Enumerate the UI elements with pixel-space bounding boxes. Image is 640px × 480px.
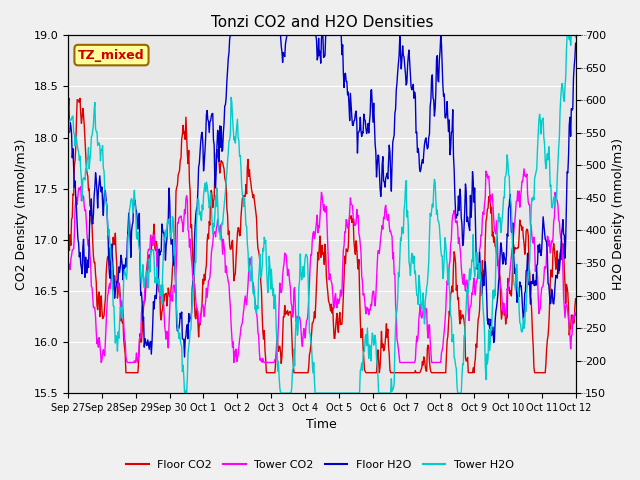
Tower CO2 bbox=[399, 360, 406, 365]
Tower H2O bbox=[125, 207, 133, 213]
Floor H2O bbox=[385, 159, 392, 165]
Tower CO2 bbox=[205, 278, 212, 284]
Tower H2O bbox=[572, 35, 579, 40]
Floor CO2 bbox=[122, 370, 130, 375]
Floor CO2 bbox=[179, 132, 186, 138]
Line: Floor CO2: Floor CO2 bbox=[68, 98, 575, 372]
Tower CO2 bbox=[384, 217, 392, 223]
Tower CO2 bbox=[126, 360, 134, 365]
Tower CO2 bbox=[97, 360, 105, 365]
Tower CO2 bbox=[74, 202, 81, 207]
Text: TZ_mixed: TZ_mixed bbox=[78, 48, 145, 61]
Tower CO2 bbox=[178, 217, 186, 223]
Tower H2O bbox=[205, 195, 212, 201]
Tower H2O bbox=[384, 390, 392, 396]
Floor H2O bbox=[227, 33, 234, 38]
Floor CO2 bbox=[572, 296, 579, 301]
Floor CO2 bbox=[399, 370, 407, 375]
Line: Tower H2O: Tower H2O bbox=[68, 36, 575, 393]
X-axis label: Time: Time bbox=[307, 419, 337, 432]
Y-axis label: H2O Density (mmol/m3): H2O Density (mmol/m3) bbox=[612, 138, 625, 290]
Tower H2O bbox=[64, 133, 72, 139]
Floor CO2 bbox=[74, 97, 81, 103]
Floor CO2 bbox=[385, 343, 392, 349]
Floor H2O bbox=[399, 53, 407, 59]
Tower CO2 bbox=[520, 166, 528, 172]
Floor H2O bbox=[205, 119, 212, 124]
Tower H2O bbox=[177, 341, 185, 347]
Line: Tower CO2: Tower CO2 bbox=[68, 169, 575, 362]
Floor CO2 bbox=[76, 96, 84, 101]
Tower H2O bbox=[399, 228, 406, 234]
Floor H2O bbox=[177, 315, 185, 321]
Floor H2O bbox=[180, 354, 188, 360]
Title: Tonzi CO2 and H2O Densities: Tonzi CO2 and H2O Densities bbox=[211, 15, 433, 30]
Tower CO2 bbox=[572, 312, 579, 318]
Line: Floor H2O: Floor H2O bbox=[68, 36, 575, 357]
Floor CO2 bbox=[205, 219, 213, 225]
Tower H2O bbox=[563, 33, 571, 38]
Y-axis label: CO2 Density (mmol/m3): CO2 Density (mmol/m3) bbox=[15, 139, 28, 290]
Floor H2O bbox=[64, 110, 72, 116]
Floor H2O bbox=[125, 217, 133, 223]
Floor H2O bbox=[572, 40, 579, 46]
Tower CO2 bbox=[64, 256, 72, 262]
Tower H2O bbox=[180, 390, 188, 396]
Floor CO2 bbox=[127, 370, 134, 375]
Tower H2O bbox=[74, 143, 81, 148]
Floor CO2 bbox=[64, 240, 72, 245]
Floor H2O bbox=[74, 223, 81, 228]
Legend: Floor CO2, Tower CO2, Floor H2O, Tower H2O: Floor CO2, Tower CO2, Floor H2O, Tower H… bbox=[122, 456, 518, 474]
